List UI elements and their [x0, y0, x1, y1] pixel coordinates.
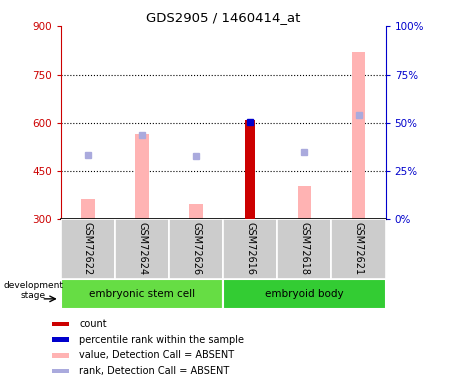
Text: development stage: development stage: [4, 281, 64, 300]
Bar: [223, 219, 277, 279]
Bar: [61, 279, 223, 309]
Text: rank, Detection Call = ABSENT: rank, Detection Call = ABSENT: [79, 366, 230, 375]
Bar: [52, 337, 69, 342]
Text: percentile rank within the sample: percentile rank within the sample: [79, 334, 244, 345]
Text: GSM72622: GSM72622: [83, 222, 93, 276]
Text: embryonic stem cell: embryonic stem cell: [89, 290, 195, 299]
Text: GSM72616: GSM72616: [245, 222, 255, 275]
Bar: [277, 219, 331, 279]
Bar: [52, 321, 69, 326]
Bar: [115, 219, 169, 279]
Title: GDS2905 / 1460414_at: GDS2905 / 1460414_at: [146, 11, 300, 24]
Bar: [81, 200, 95, 219]
Text: GSM72621: GSM72621: [354, 222, 364, 276]
Bar: [52, 369, 69, 374]
Bar: [61, 219, 115, 279]
Text: embryoid body: embryoid body: [265, 290, 344, 299]
Text: GSM72618: GSM72618: [299, 222, 309, 275]
Bar: [352, 52, 365, 219]
Bar: [189, 204, 203, 219]
Bar: [223, 279, 386, 309]
Bar: [169, 219, 223, 279]
Text: value, Detection Call = ABSENT: value, Detection Call = ABSENT: [79, 350, 234, 360]
Text: count: count: [79, 319, 107, 329]
Text: GSM72626: GSM72626: [191, 222, 201, 276]
Bar: [52, 353, 69, 358]
Bar: [298, 186, 311, 219]
Bar: [331, 219, 386, 279]
Text: GSM72624: GSM72624: [137, 222, 147, 276]
Bar: [245, 120, 255, 219]
Bar: [135, 134, 149, 219]
